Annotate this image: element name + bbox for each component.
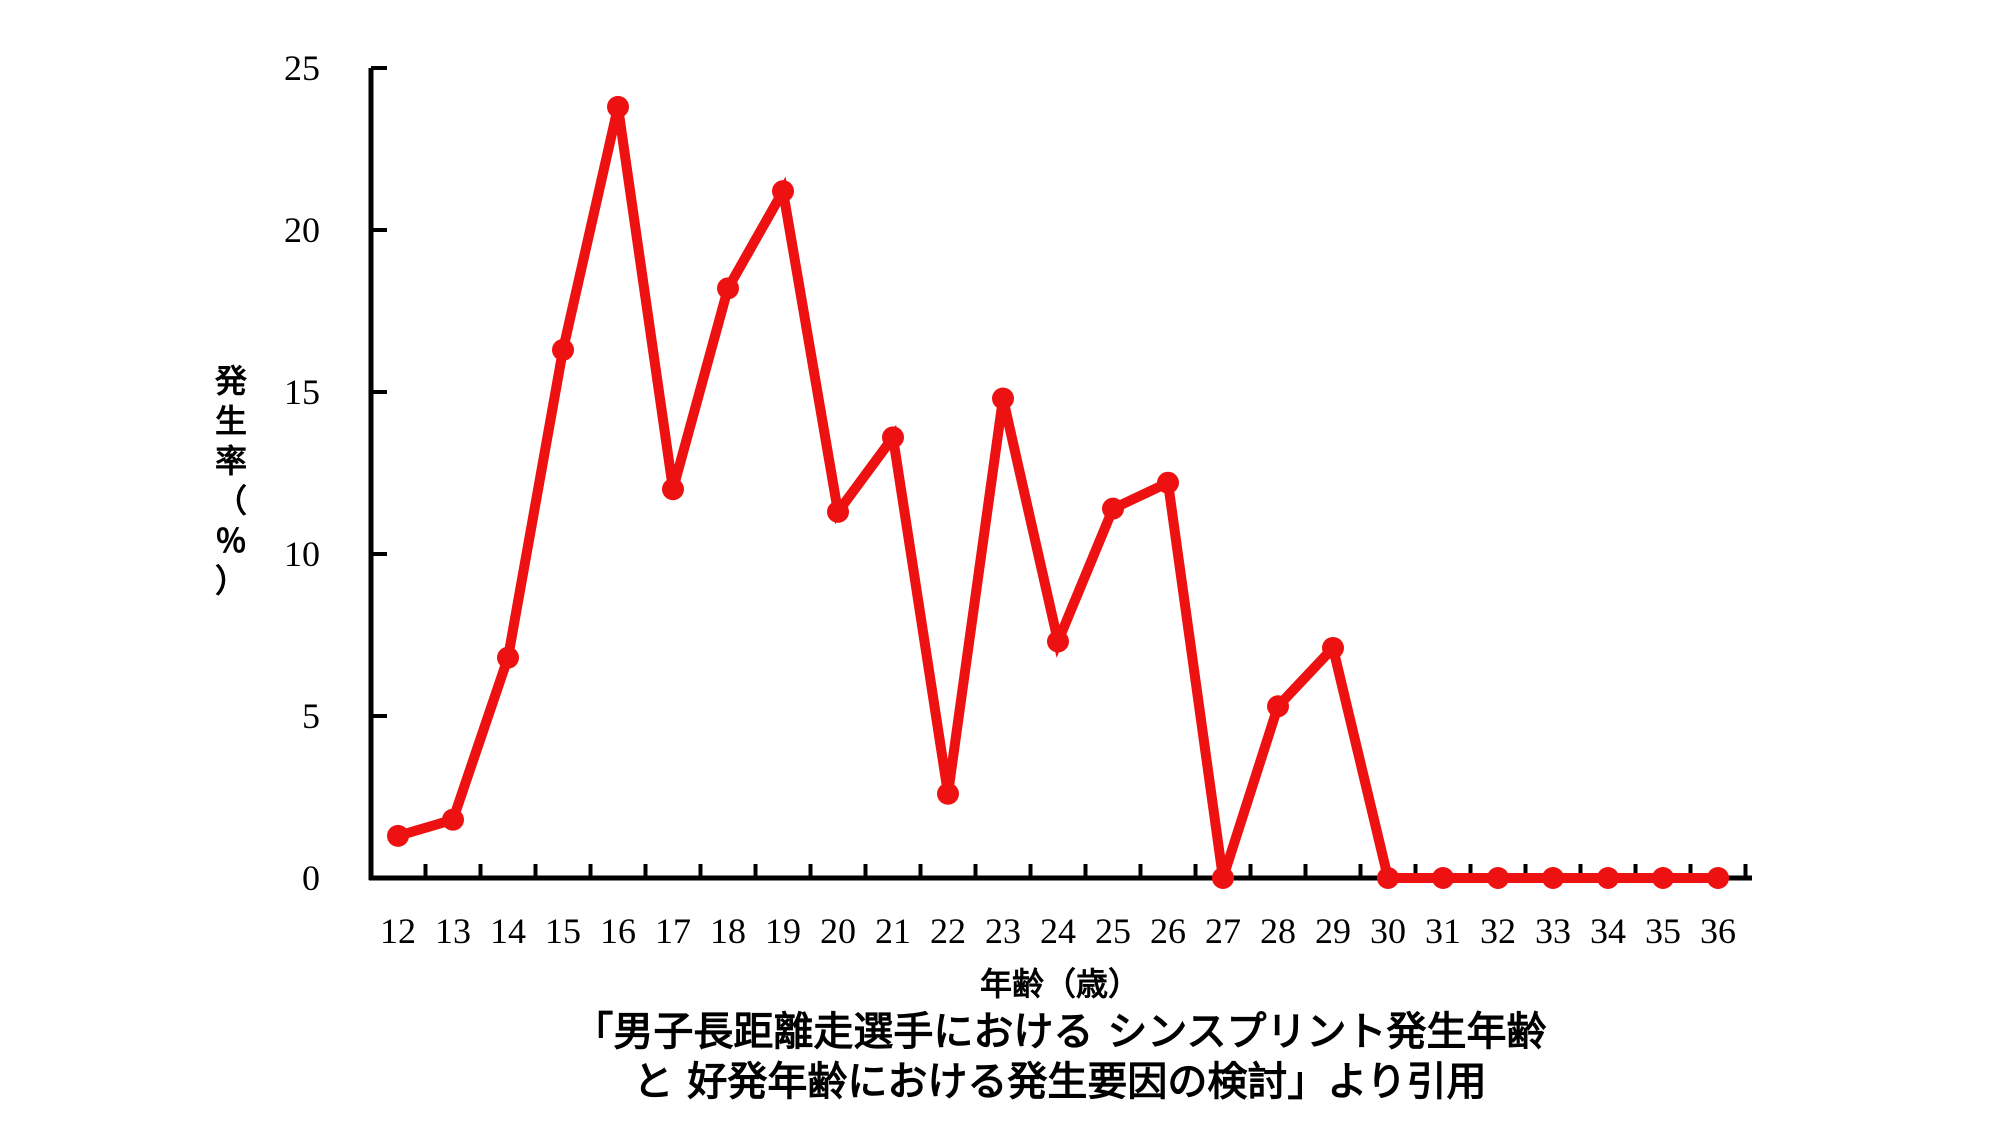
data-point [937, 782, 959, 805]
x-tick-label: 20 [820, 911, 856, 951]
x-tick-label: 15 [545, 911, 581, 951]
x-tick-label: 19 [765, 911, 801, 951]
data-point [607, 95, 629, 118]
data-point [1157, 471, 1179, 494]
x-tick-label: 21 [875, 911, 911, 951]
data-point [717, 277, 739, 300]
x-tick-label: 18 [710, 911, 746, 951]
x-tick-label: 32 [1480, 911, 1516, 951]
x-tick-label: 16 [600, 911, 636, 951]
data-point [497, 646, 519, 669]
y-axis-title-char-6: ） [215, 562, 247, 600]
x-tick-label: 27 [1205, 911, 1241, 951]
data-point [442, 808, 464, 831]
y-tick-label: 10 [284, 534, 320, 574]
x-tick-label: 29 [1315, 911, 1351, 951]
data-point [552, 338, 574, 361]
data-point [1267, 695, 1289, 718]
y-axis-title-char-1: 発 [214, 362, 248, 400]
x-tick-label: 34 [1590, 911, 1626, 951]
caption-line-1: 「男子長距離走選手における シンスプリント発生年齢 [573, 1009, 1546, 1055]
x-ticks: 12 13 14 15 16 17 18 19 20 21 22 23 24 25 26 27 28 29 30 31… [380, 864, 1748, 951]
y-axis-title-char-2: 生 [215, 402, 247, 440]
data-point [1432, 867, 1454, 889]
x-tick-label: 25 [1095, 911, 1131, 951]
y-axis-title-char-4: （ [215, 482, 247, 520]
x-tick-label: 26 [1150, 911, 1186, 951]
data-point [387, 824, 409, 847]
data-point [1377, 867, 1399, 889]
data-point [772, 180, 794, 203]
x-tick-label: 30 [1370, 911, 1406, 951]
data-point [1212, 867, 1234, 889]
x-tick-label: 22 [930, 911, 966, 951]
data-point [882, 426, 904, 449]
series [387, 95, 1729, 889]
x-tick-label: 24 [1040, 911, 1076, 951]
y-axis-title-char-5: ％ [215, 522, 247, 560]
x-tick-label: 13 [435, 911, 471, 951]
data-point [1652, 867, 1674, 889]
x-tick-label: 28 [1260, 911, 1296, 951]
data-point [662, 478, 684, 501]
data-point [1047, 630, 1069, 653]
y-tick-label: 5 [302, 696, 320, 736]
y-ticks: 0 5 10 15 20 25 [284, 48, 387, 898]
data-point [1487, 867, 1509, 889]
x-tick-label: 17 [655, 911, 691, 951]
caption-line-2: と 好発年齢における発生要因の検討」より引用 [633, 1059, 1486, 1105]
x-tick-label: 33 [1535, 911, 1571, 951]
x-tick-label: 31 [1425, 911, 1461, 951]
series-line [396, 105, 1718, 883]
x-axis-title: 年齢（歳） [980, 965, 1140, 1003]
x-tick-label: 14 [490, 911, 526, 951]
data-point [827, 500, 849, 523]
x-tick-label: 12 [380, 911, 416, 951]
y-tick-label: 15 [284, 372, 320, 412]
data-point [992, 387, 1014, 410]
y-tick-label: 20 [284, 210, 320, 250]
data-point [1542, 867, 1564, 889]
x-tick-label: 23 [985, 911, 1021, 951]
data-point [1102, 497, 1124, 520]
y-tick-label: 25 [284, 48, 320, 88]
x-tick-label: 36 [1700, 911, 1736, 951]
axes [368, 68, 1752, 881]
x-tick-label: 35 [1645, 911, 1681, 951]
data-point [1597, 867, 1619, 889]
y-axis-title-char-3: 率 [215, 442, 247, 480]
data-point [1322, 636, 1344, 659]
y-tick-label: 0 [302, 858, 320, 898]
data-point [1707, 867, 1729, 889]
